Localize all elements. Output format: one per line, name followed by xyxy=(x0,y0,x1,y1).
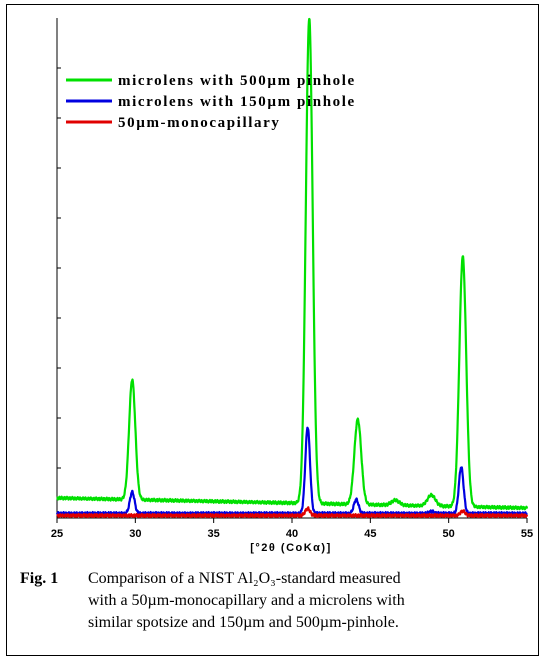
x-tick-label: 55 xyxy=(521,528,533,540)
x-tick-label: 40 xyxy=(286,528,298,540)
caption-figure-label: Fig. 1 xyxy=(20,570,59,587)
x-tick-label: 50 xyxy=(443,528,455,540)
x-axis-label: [°2θ (CoKα)] xyxy=(250,542,332,554)
figure-frame xyxy=(6,4,539,656)
series-layer xyxy=(55,17,529,519)
legend-label-1: microlens with 500µm pinhole xyxy=(118,73,356,89)
caption-line-2: with a 50µm-monocapillary and a microlen… xyxy=(88,592,405,609)
x-tick-label: 45 xyxy=(364,528,376,540)
caption-line-3: similar spotsize and 150µm and 500µm-pin… xyxy=(88,614,399,631)
xrd-chart: 25 30 35 40 45 50 55 microlens with 500µm pinh… xyxy=(51,17,533,554)
x-tick-label: 35 xyxy=(208,528,220,540)
legend-label-3: 50µm-monocapillary xyxy=(118,115,280,131)
series-line-1 xyxy=(56,17,529,511)
series-line-3 xyxy=(56,506,529,519)
legend-label-2: microlens with 150µm pinhole xyxy=(118,94,356,110)
x-tick-label: 30 xyxy=(129,528,141,540)
legend: microlens with 500µm pinhole microlens wi… xyxy=(66,73,356,131)
x-tick-label: 25 xyxy=(51,528,63,540)
caption-line-1: Comparison of a NIST Al₂O₃-standard meas… xyxy=(88,570,401,587)
axes: 25 30 35 40 45 50 55 xyxy=(51,18,533,540)
caption-text: Comparison of a NIST Al₂O₃-standard meas… xyxy=(88,568,530,634)
